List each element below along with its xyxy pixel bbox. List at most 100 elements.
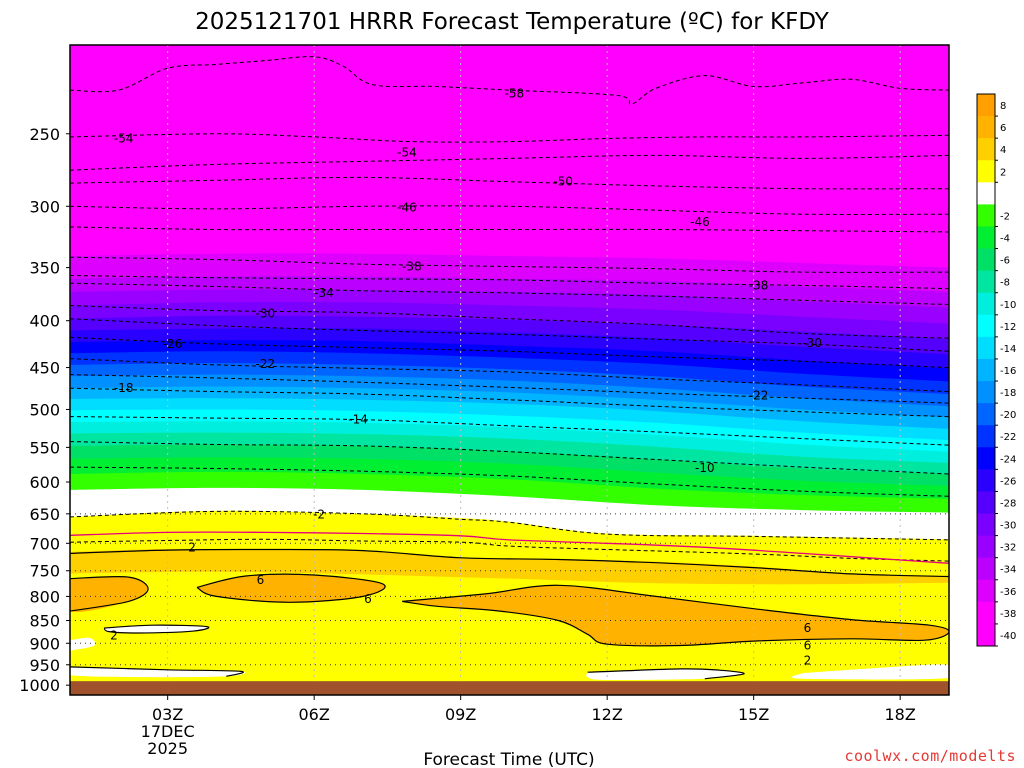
colorbar-swatch — [977, 270, 995, 294]
y-tick-label: 800 — [29, 587, 60, 606]
contour-label: -2 — [313, 507, 325, 521]
contour-label: -46 — [397, 201, 417, 215]
warm-region — [402, 585, 949, 646]
y-tick-label: 900 — [29, 634, 60, 653]
plot-border — [69, 44, 950, 696]
colorbar-swatch — [977, 226, 995, 250]
ground-layer — [70, 681, 949, 695]
colorbar-label: -16 — [1000, 366, 1016, 377]
contour-label: 6 — [804, 638, 812, 652]
colorbar-label: -36 — [1000, 587, 1016, 598]
colorbar-swatch — [977, 292, 995, 316]
colorbar-label: -10 — [1000, 300, 1016, 311]
contour-label: 6 — [364, 592, 372, 606]
contour-label: 6 — [804, 621, 812, 635]
warm-region — [70, 576, 149, 612]
contour-line — [70, 56, 949, 105]
contour-label: -46 — [690, 215, 710, 229]
contour-label: -30 — [256, 307, 276, 321]
colorbar-swatch — [977, 182, 995, 205]
colorbar-swatch — [977, 403, 995, 426]
contour-label: -10 — [695, 461, 715, 475]
contour-label: 2 — [110, 629, 118, 643]
x-tick-label: 15Z — [738, 705, 769, 724]
contour-label: -14 — [348, 413, 368, 427]
axes: 250 300 350 400 450 500 550 600 650 700 750 800 850 9… — [19, 44, 950, 758]
contour-label: -22 — [256, 357, 276, 371]
warm-region — [197, 574, 386, 603]
colorbar-swatch — [977, 248, 995, 272]
colorbar-swatch — [977, 336, 995, 360]
x-tick-label: 09Z — [445, 705, 476, 724]
colorbar-swatch — [977, 381, 995, 404]
contour-line — [402, 584, 949, 647]
near-freezing-pocket — [104, 625, 209, 633]
y-tick-label: 450 — [29, 359, 60, 378]
colorbar-swatch — [977, 623, 995, 647]
near-freezing-region — [70, 666, 246, 678]
colorbar-label: -26 — [1000, 476, 1016, 487]
colorbar-swatch — [977, 579, 995, 603]
colorbar-swatch — [977, 513, 995, 537]
y-tick-label: 650 — [29, 505, 60, 524]
y-tick-label: 950 — [29, 656, 60, 675]
contour-line — [103, 624, 210, 634]
contour-line — [587, 668, 745, 680]
x-tick-date-label: 17DEC — [141, 722, 195, 741]
colorbar-label: -12 — [1000, 322, 1016, 333]
colorbar-swatch — [977, 491, 995, 515]
x-axis-title: Forecast Time (UTC) — [423, 750, 594, 768]
contour-label: -54 — [397, 145, 417, 159]
colorbar-label: -20 — [1000, 410, 1016, 421]
colorbar-swatch — [977, 469, 995, 492]
y-tick-label: 550 — [29, 438, 60, 457]
colorbar-swatch — [977, 314, 995, 338]
colorbar-border — [976, 93, 996, 647]
colorbar-swatch — [977, 138, 995, 161]
contour-label: -54 — [114, 132, 134, 146]
contour-label: -38 — [749, 278, 769, 292]
near-freezing-region — [791, 664, 949, 680]
near-freezing-region — [70, 637, 96, 651]
y-tick-label: 300 — [29, 197, 60, 216]
colorbar-label: 4 — [1000, 145, 1006, 156]
near-freezing-region — [586, 668, 745, 681]
colorbar: 8 6 4 2 -2 -4 -6 -8 -10 -12 -14 -16 -18 -20 -22 -24 -26 -… — [976, 93, 1016, 647]
colorbar-label: 8 — [1000, 101, 1006, 112]
x-tick-label: 12Z — [592, 705, 623, 724]
colorbar-label: -22 — [1000, 432, 1016, 443]
freezing-line — [70, 531, 949, 564]
y-tick-label: 400 — [29, 312, 60, 331]
contour-label: -50 — [553, 175, 573, 189]
colorbar-swatch — [977, 535, 995, 559]
y-tick-label: 350 — [29, 259, 60, 278]
contour-label: 2 — [804, 654, 812, 668]
source-credit: coolwx.com/modelts — [844, 747, 1016, 765]
contour-label: -38 — [402, 259, 422, 273]
colorbar-label: -4 — [1000, 234, 1010, 245]
colorbar-label: -40 — [1000, 631, 1016, 642]
colorbar-label: -24 — [1000, 454, 1016, 465]
colorbar-swatch — [977, 447, 995, 470]
y-tick-label: 700 — [29, 534, 60, 553]
colorbar-swatch — [977, 358, 995, 382]
colorbar-swatch — [977, 94, 995, 117]
colorbar-label: -38 — [1000, 609, 1016, 620]
contour-label: -18 — [114, 381, 134, 395]
colorbar-label: -34 — [1000, 565, 1016, 576]
plot-area: -58-54-54-50-46-46-38-38-34-30-30-26-22-… — [70, 45, 949, 695]
y-tick-label: 250 — [29, 125, 60, 144]
colorbar-label: -30 — [1000, 521, 1016, 532]
contour-line — [70, 575, 149, 612]
colorbar-swatch — [977, 204, 995, 227]
colorbar-label: 2 — [1000, 167, 1006, 178]
colorbar-swatch — [977, 116, 995, 139]
colorbar-label: -28 — [1000, 498, 1016, 509]
x-tick-label: 18Z — [885, 705, 916, 724]
y-tick-label: 1000 — [19, 676, 60, 695]
y-tick-label: 500 — [29, 400, 60, 419]
contour-label: -30 — [802, 336, 822, 350]
colorbar-swatch — [977, 425, 995, 448]
colorbar-swatch — [977, 160, 995, 183]
